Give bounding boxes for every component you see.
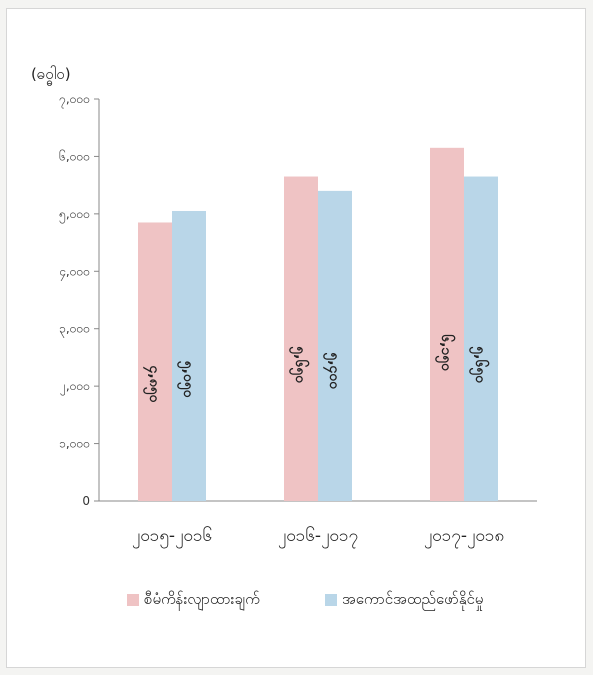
y-tick-label: ၅,၀၀၀ — [59, 207, 90, 224]
x-category-label: ၂၀၁၆-၂၀၁၇ — [278, 525, 358, 549]
y-tick-label: ၆,၀၀၀ — [59, 148, 90, 163]
bar-achieved — [464, 176, 498, 501]
legend-label: အကောင်အထည်ဖော်နိုင်မှု — [342, 590, 483, 611]
y-tick-label: ၁,၀၀၀ — [59, 437, 90, 451]
y-tick-label: ၂,၀၀၀ — [60, 379, 90, 396]
x-category-label: ၂၀၁၅-၂၀၁၆ — [132, 525, 212, 549]
chart-frame: (ဓဝ္ဓါဝ) 0 ၁,၀၀၀ ၂,၀၀၀ ၃,၀၀၀ ၄,၀၀၀ ၅,၀၀၀ ၆,၀၀၀… — [6, 8, 586, 668]
x-axis-categories: ၂၀၁၅-၂၀၁၆ ၂၀၁၆-၂၀၁၇ ၂၀၁၇-၂၀၁၈ — [132, 525, 504, 549]
bar-planned — [430, 147, 464, 502]
y-tick-label: ၄,၀၀၀ — [59, 264, 90, 281]
legend-label: စီမံကိန်းလျာထားချက် — [144, 590, 260, 611]
bar-value-label: ၅,၄၀၀ — [323, 352, 342, 390]
bar-chart: (ဓဝ္ဓါဝ) 0 ၁,၀၀၀ ၂,၀၀၀ ၃,၀၀၀ ၄,၀၀၀ ၅,၀၀၀ ၆,၀၀၀… — [31, 65, 537, 611]
y-tick-label: ၇,၀၀၀ — [59, 92, 90, 109]
y-axis-unit-label: (ဓဝ္ဓါဝ) — [31, 65, 71, 86]
legend-swatch — [127, 594, 139, 606]
bar-achieved — [318, 190, 352, 501]
bars-group: ၄,၈၅၀ ၅,၀၅၀ ၅,၆၅၀ ၅,၄၀၀ ၆,၁၅၀ ၅,၆၅၀ — [138, 147, 498, 502]
bar-value-label: ၅,၀၅၀ — [177, 361, 196, 399]
y-tick-label: ၃,၀၀၀ — [59, 322, 90, 339]
bar-planned — [284, 176, 318, 501]
bar-value-label: ၅,၆၅၀ — [289, 346, 309, 384]
x-category-label: ၂၀၁၇-၂၀၁၈ — [424, 526, 504, 549]
bar-achieved — [172, 210, 206, 501]
bar-value-label: ၆,၁၅၀ — [435, 334, 455, 372]
legend-swatch — [325, 594, 337, 606]
bar-value-label: ၅,၆၅၀ — [469, 346, 489, 384]
y-tick-label: 0 — [82, 494, 90, 508]
bar-planned — [138, 222, 172, 501]
y-axis-ticks: 0 ၁,၀၀၀ ၂,၀၀၀ ၃,၀၀၀ ၄,၀၀၀ ၅,၀၀၀ ၆,၀၀၀ ၇,၀၀၀ — [59, 92, 99, 508]
legend: စီမံကိန်းလျာထားချက် အကောင်အထည်ဖော်နိုင်မှ… — [127, 590, 483, 611]
bar-value-label: ၄,၈၅၀ — [143, 366, 162, 404]
